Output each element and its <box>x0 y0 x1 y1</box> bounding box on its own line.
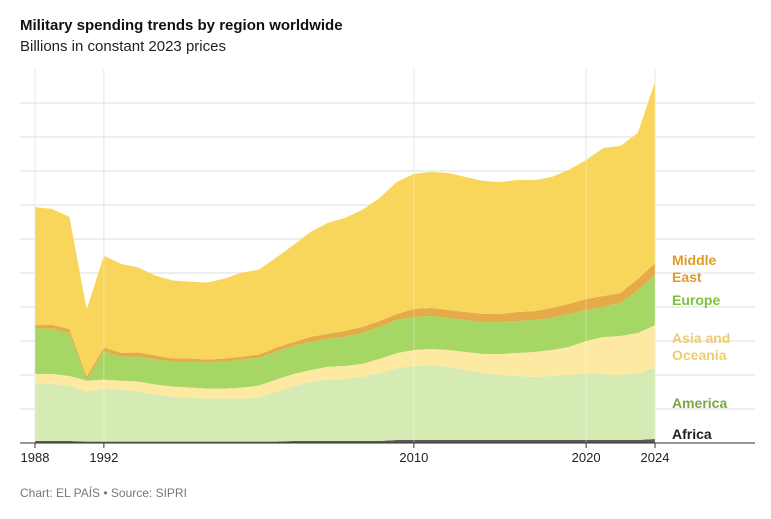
x-tick-label: 1988 <box>21 450 50 465</box>
area <box>35 365 655 442</box>
legend-label: America <box>672 395 728 412</box>
chart-subtitle: Billions in constant 2023 prices <box>20 38 226 55</box>
legend-label: Europe <box>672 291 721 308</box>
x-tick-label: 2024 <box>641 450 670 465</box>
x-tick-label: 1992 <box>89 450 118 465</box>
area <box>35 325 655 399</box>
legend-label: Africa <box>672 425 712 442</box>
legend-label: Middle East <box>672 252 717 286</box>
area <box>35 439 655 443</box>
area <box>35 275 655 389</box>
legend-label: Asia and Oceania <box>672 329 731 363</box>
chart-title: Military spending trends by region world… <box>20 17 343 34</box>
x-tick-label: 2020 <box>572 450 601 465</box>
area <box>35 82 655 377</box>
source: Chart: EL PAÍS • Source: SIPRI <box>20 486 187 500</box>
x-tick-label: 2010 <box>399 450 428 465</box>
